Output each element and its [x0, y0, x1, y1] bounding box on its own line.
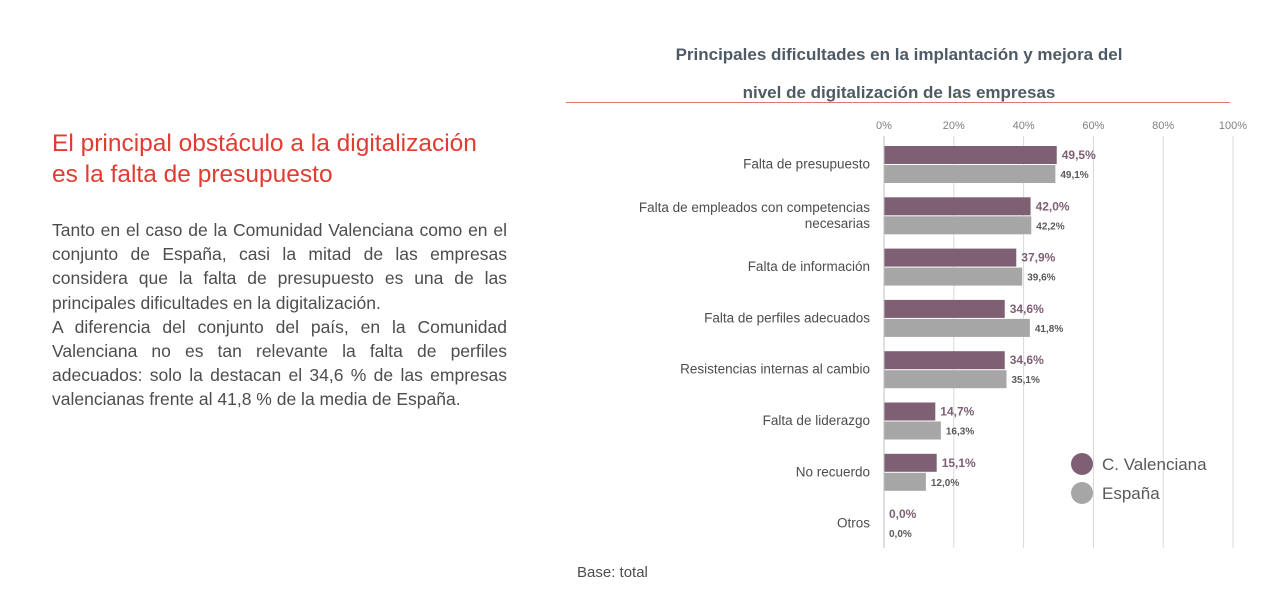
bar-valencia — [884, 402, 936, 421]
x-tick-label: 20% — [943, 120, 965, 132]
footnote: Base: total — [577, 564, 648, 581]
bar-valencia — [884, 453, 937, 472]
chart-title-line-2: nivel de digitalización de las empresas — [742, 83, 1056, 102]
category-label: necesarias — [805, 216, 871, 231]
paragraph-1: Tanto en el caso de la Comunidad Valenci… — [52, 220, 507, 313]
data-label: 37,9% — [1021, 251, 1055, 265]
category-label: Falta de presupuesto — [743, 157, 870, 172]
x-tick-label: 80% — [1152, 120, 1174, 132]
data-label: 16,3% — [946, 427, 974, 438]
category-label: Falta de empleados con competencias — [639, 200, 870, 215]
title-divider — [566, 102, 1230, 103]
bar-spain — [884, 216, 1032, 235]
bar-valencia — [884, 197, 1031, 216]
legend-label: España — [1102, 484, 1160, 503]
data-label: 12,0% — [931, 478, 959, 489]
data-label: 15,1% — [942, 456, 976, 470]
bar-valencia — [884, 146, 1057, 164]
headline: El principal obstáculo a la digitalizaci… — [52, 130, 477, 188]
x-tick-label: 0% — [876, 120, 892, 132]
paragraph-2: A diferencia del conjunto del país, en l… — [52, 316, 507, 410]
category-label: Resistencias internas al cambio — [680, 362, 870, 377]
category-label: Falta de información — [748, 259, 870, 274]
data-label: 39,6% — [1027, 273, 1055, 284]
data-label: 34,6% — [1010, 353, 1044, 367]
bar-spain — [884, 472, 926, 491]
data-label: 14,7% — [940, 405, 974, 419]
data-label: 49,1% — [1060, 170, 1088, 181]
data-label: 0,0% — [889, 507, 917, 521]
category-label: Otros — [837, 516, 870, 531]
data-label: 49,5% — [1062, 148, 1096, 162]
x-tick-label: 100% — [1219, 120, 1247, 132]
data-label: 0,0% — [889, 529, 912, 540]
data-label: 42,2% — [1036, 221, 1064, 232]
legend-marker — [1071, 453, 1093, 475]
text-panel: El principal obstáculo a la digitalizaci… — [52, 128, 507, 412]
x-tick-label: 60% — [1082, 120, 1104, 132]
data-label: 41,8% — [1035, 324, 1063, 335]
data-label: 42,0% — [1036, 199, 1070, 213]
data-label: 34,6% — [1010, 302, 1044, 316]
bar-spain — [884, 267, 1023, 286]
category-label: Falta de liderazgo — [763, 413, 870, 428]
bar-valencia — [884, 248, 1017, 267]
body-text: Tanto en el caso de la Comunidad Valenci… — [52, 218, 507, 412]
bar-spain — [884, 421, 941, 440]
bar-valencia — [884, 299, 1005, 318]
legend-label: C. Valenciana — [1102, 455, 1207, 474]
category-label: Falta de perfiles adecuados — [704, 310, 870, 325]
legend-marker — [1071, 482, 1093, 504]
bar-spain — [884, 318, 1030, 337]
chart-title-line-1: Principales dificultades en la implantac… — [675, 45, 1123, 64]
bar-valencia — [884, 351, 1005, 370]
chart-title: Principales dificultades en la implantac… — [566, 36, 1232, 112]
bar-spain — [884, 370, 1007, 389]
data-label: 35,1% — [1011, 375, 1039, 386]
x-tick-label: 40% — [1013, 120, 1035, 132]
category-label: No recuerdo — [796, 464, 870, 479]
bar-spain — [884, 165, 1056, 183]
